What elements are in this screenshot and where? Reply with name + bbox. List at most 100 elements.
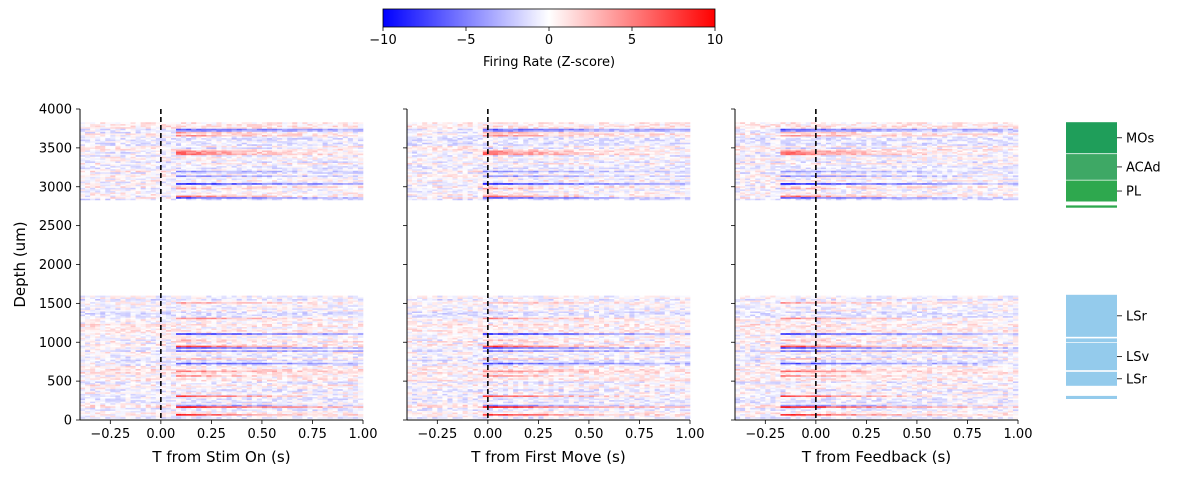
heatmap-cell <box>307 295 313 298</box>
heatmap-cell <box>292 409 298 411</box>
heatmap-cell <box>211 388 217 391</box>
heatmap-cell <box>327 399 333 402</box>
heatmap-cell <box>160 398 167 401</box>
heatmap-cell <box>85 378 91 380</box>
heatmap-cell <box>145 379 152 382</box>
heatmap-cell <box>170 374 177 377</box>
heatmap-cell <box>347 407 354 410</box>
heatmap-cell <box>100 392 106 394</box>
heatmap-cell <box>216 376 222 379</box>
heatmap-cell <box>206 409 212 411</box>
heatmap-cell <box>327 412 333 415</box>
heatmap-cell <box>226 402 232 405</box>
heatmap-cell <box>266 390 273 393</box>
heatmap-cell <box>140 399 146 402</box>
heatmap-cell <box>181 390 187 393</box>
heatmap-cell <box>120 407 126 410</box>
heatmap-cell <box>246 409 253 411</box>
heatmap-cell <box>251 381 258 383</box>
heatmap-cell <box>85 412 91 415</box>
heatmap-cell <box>266 393 273 396</box>
heatmap-cell <box>352 379 359 382</box>
heatmap-cell <box>317 388 323 391</box>
heatmap-cell <box>221 396 227 399</box>
heatmap-cell <box>322 407 328 410</box>
heatmap-cell <box>221 295 227 298</box>
heatmap-cell <box>241 392 248 394</box>
heatmap-cell <box>241 399 248 402</box>
heatmap-cell <box>327 404 333 407</box>
heatmap-cells <box>80 122 364 419</box>
heatmap-cell <box>332 412 339 415</box>
heatmap-cell <box>297 402 303 405</box>
heatmap-cell <box>317 413 323 416</box>
heatmap-cell <box>145 385 152 388</box>
heatmap-cell <box>277 374 283 377</box>
heatmap-cell <box>201 407 207 410</box>
heatmap-cell <box>261 381 268 383</box>
heatmap-cell <box>165 415 172 418</box>
heatmap-cell <box>256 406 263 408</box>
heatmap-cell <box>140 385 146 388</box>
heatmap-cell <box>347 399 354 402</box>
heatmap-cell <box>160 390 167 393</box>
heatmap-cell <box>80 393 86 396</box>
heatmap-cell <box>352 381 359 383</box>
heatmap-cell <box>216 407 222 410</box>
heatmap-cell <box>125 415 131 418</box>
heatmap-cell <box>297 378 303 380</box>
heatmap-cell <box>176 378 182 380</box>
heatmap-cell <box>160 406 167 408</box>
heatmap-cell <box>266 404 273 407</box>
heatmap-cell <box>100 401 106 404</box>
heatmap-cell <box>231 379 237 382</box>
heatmap-cell <box>80 295 86 298</box>
heatmap-cell <box>186 406 192 408</box>
heatmap-cell <box>125 393 131 396</box>
heatmap-cell <box>211 409 217 411</box>
heatmap-cell <box>342 378 349 380</box>
heatmap-cell <box>297 412 303 415</box>
heatmap-cell <box>145 409 152 411</box>
heatmap-cell <box>170 381 177 383</box>
heatmap-cell <box>95 384 101 387</box>
heatmap-cell <box>332 374 339 377</box>
heatmap-cell <box>272 392 278 394</box>
heatmap-cell <box>231 295 237 298</box>
heatmap-cell <box>155 406 162 408</box>
heatmap-cell <box>206 392 212 394</box>
heatmap-cell <box>110 393 116 396</box>
heatmap-cell <box>357 404 364 407</box>
heatmap-cell <box>251 409 258 411</box>
heatmap-cell <box>347 402 354 405</box>
heatmap-cell <box>251 392 258 394</box>
heatmap-cell <box>322 384 328 387</box>
heatmap-cell <box>100 413 106 416</box>
heatmap-cell <box>100 379 106 382</box>
heatmap-cell <box>120 410 126 413</box>
heatmap-cell <box>347 387 354 390</box>
heatmap-cell <box>266 413 273 416</box>
heatmap-cell <box>307 413 313 416</box>
heatmap-cell <box>236 412 243 415</box>
heatmap-cell <box>135 409 141 411</box>
heatmap-cell <box>236 385 243 388</box>
heatmap-cell <box>150 392 157 394</box>
heatmap-cell <box>150 390 157 393</box>
heatmap-cell <box>231 404 237 407</box>
heatmap-cell <box>140 374 146 377</box>
heatmap-cell <box>95 406 101 408</box>
heatmap-cell <box>115 416 121 419</box>
heatmap-cell <box>312 295 318 298</box>
heatmap-cell <box>282 376 288 379</box>
heatmap-cell <box>226 390 232 393</box>
heatmap-cell <box>272 381 278 383</box>
heatmap-cell <box>186 388 192 391</box>
heatmap-cell <box>216 399 222 402</box>
heatmap-cell <box>130 382 136 385</box>
heatmap-cell <box>246 410 253 413</box>
heatmap-cell <box>90 395 96 397</box>
heatmap-cell <box>191 392 197 394</box>
heatmap-cell <box>317 399 323 402</box>
heatmap-cell <box>105 402 111 405</box>
